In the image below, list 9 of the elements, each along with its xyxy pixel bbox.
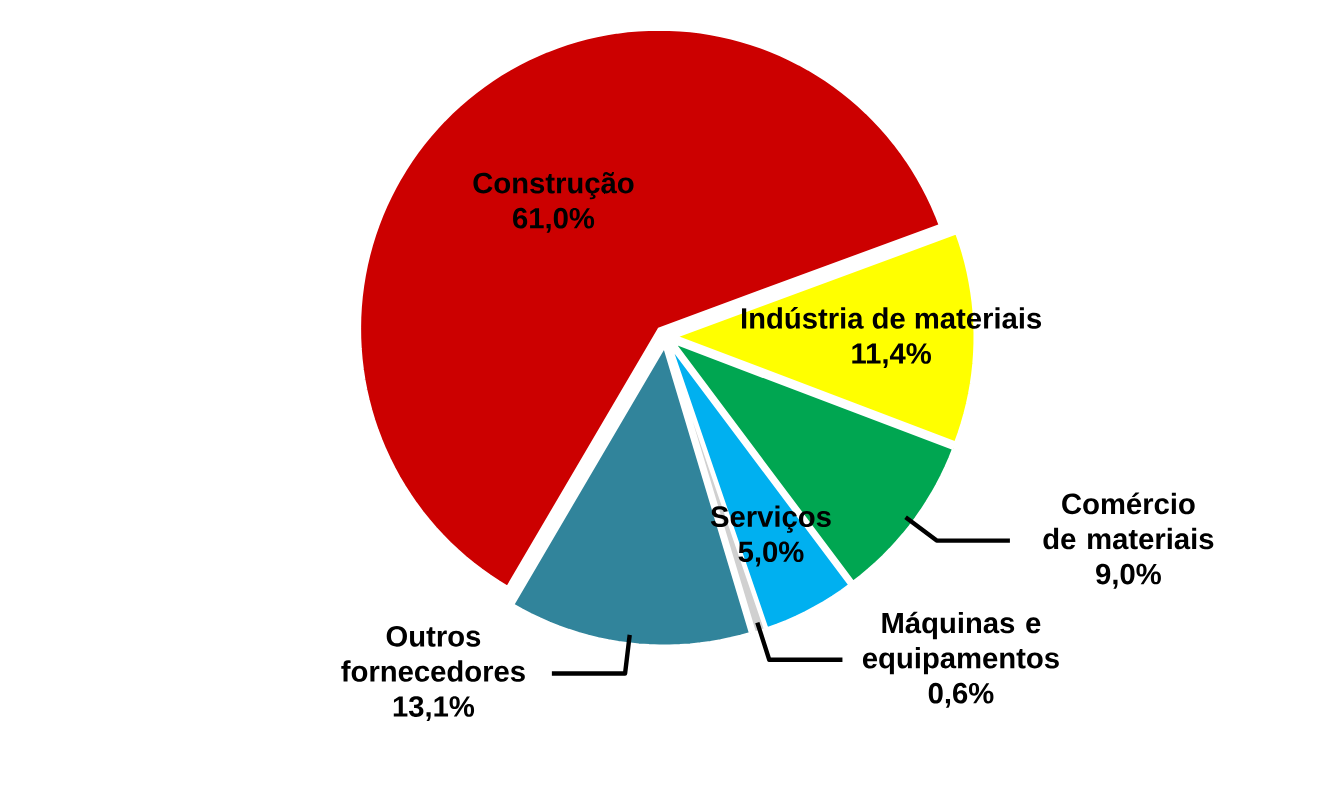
slice-label: Outros fornecedores xyxy=(341,625,525,682)
data-label: 13,1% xyxy=(393,696,475,722)
slice-label: Máquinas e equipamentos xyxy=(862,611,1059,675)
data-label: 11,4% xyxy=(852,343,931,369)
data-label: 9,0% xyxy=(1096,563,1161,589)
data-label: 0,6% xyxy=(928,682,994,708)
slice-label: Comércio de materiais xyxy=(1043,492,1214,550)
slice-label: Construção xyxy=(473,172,634,200)
data-label: 61,0% xyxy=(513,207,595,233)
